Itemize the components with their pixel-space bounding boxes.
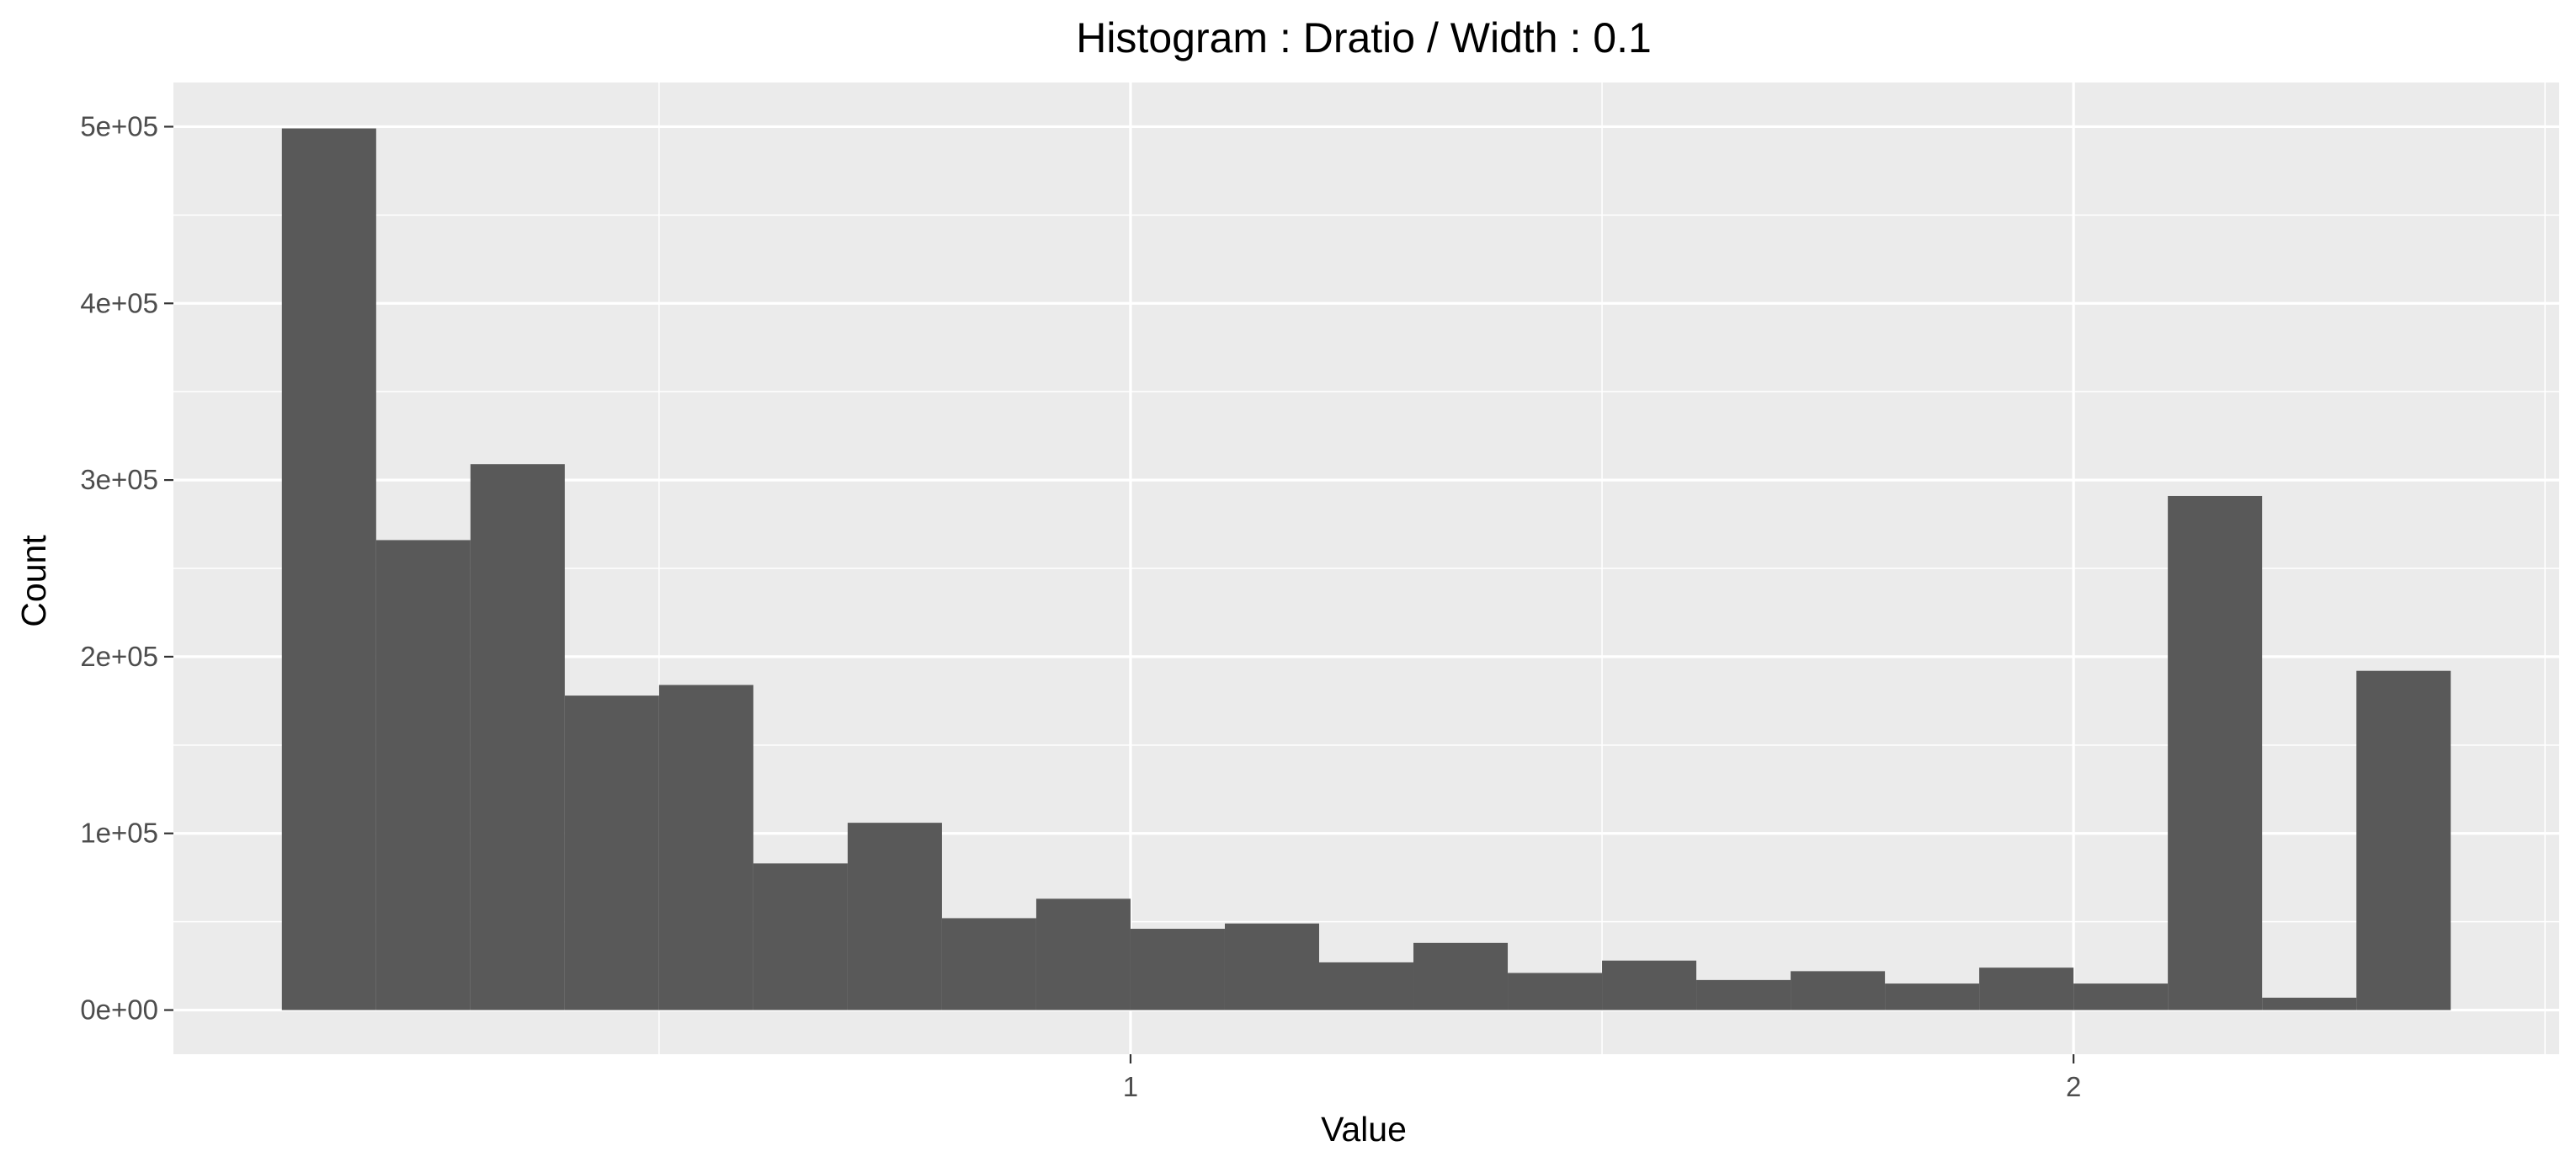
histogram-bar bbox=[2356, 670, 2451, 1010]
histogram-bar bbox=[1696, 979, 1791, 1010]
y-tick-label: 5e+05 bbox=[80, 110, 158, 141]
histogram-bar bbox=[753, 863, 848, 1010]
histogram-bar bbox=[941, 918, 1036, 1010]
histogram-bar bbox=[1979, 967, 2074, 1010]
histogram-bar bbox=[1413, 942, 1509, 1010]
histogram-bar bbox=[1602, 960, 1697, 1010]
histogram-bar bbox=[281, 128, 376, 1010]
x-tick-label: 2 bbox=[2066, 1071, 2081, 1102]
histogram-bar bbox=[2168, 495, 2263, 1010]
histogram-bar bbox=[1885, 983, 1980, 1010]
chart-title: Histogram : Dratio / Width : 0.1 bbox=[1076, 14, 1652, 61]
histogram-bar bbox=[1035, 898, 1131, 1010]
histogram-bar bbox=[1224, 923, 1319, 1010]
x-axis-title: Value bbox=[1321, 1110, 1407, 1149]
histogram-bar bbox=[564, 696, 659, 1010]
x-tick-label: 1 bbox=[1123, 1071, 1138, 1102]
histogram-bar bbox=[1508, 973, 1603, 1010]
y-tick-label: 3e+05 bbox=[80, 464, 158, 495]
y-tick-label: 2e+05 bbox=[80, 641, 158, 672]
y-tick-label: 4e+05 bbox=[80, 287, 158, 318]
histogram-bar bbox=[847, 823, 942, 1010]
bars bbox=[281, 128, 2451, 1010]
histogram-bar bbox=[2262, 997, 2357, 1010]
histogram-bar bbox=[1130, 929, 1225, 1010]
histogram-bar bbox=[375, 540, 471, 1010]
histogram-bar bbox=[1318, 962, 1414, 1010]
y-tick-label: 0e+00 bbox=[80, 994, 158, 1026]
histogram-bar bbox=[2073, 983, 2169, 1010]
histogram-bar bbox=[470, 464, 565, 1010]
y-axis-title: Count bbox=[14, 535, 53, 627]
histogram-bar bbox=[1791, 971, 1886, 1010]
histogram-bar bbox=[658, 685, 753, 1010]
y-tick-label: 1e+05 bbox=[80, 818, 158, 849]
axes: 0e+00 1e+05 2e+05 3e+05 4e+05 5e+05 1 2 bbox=[80, 110, 2081, 1102]
